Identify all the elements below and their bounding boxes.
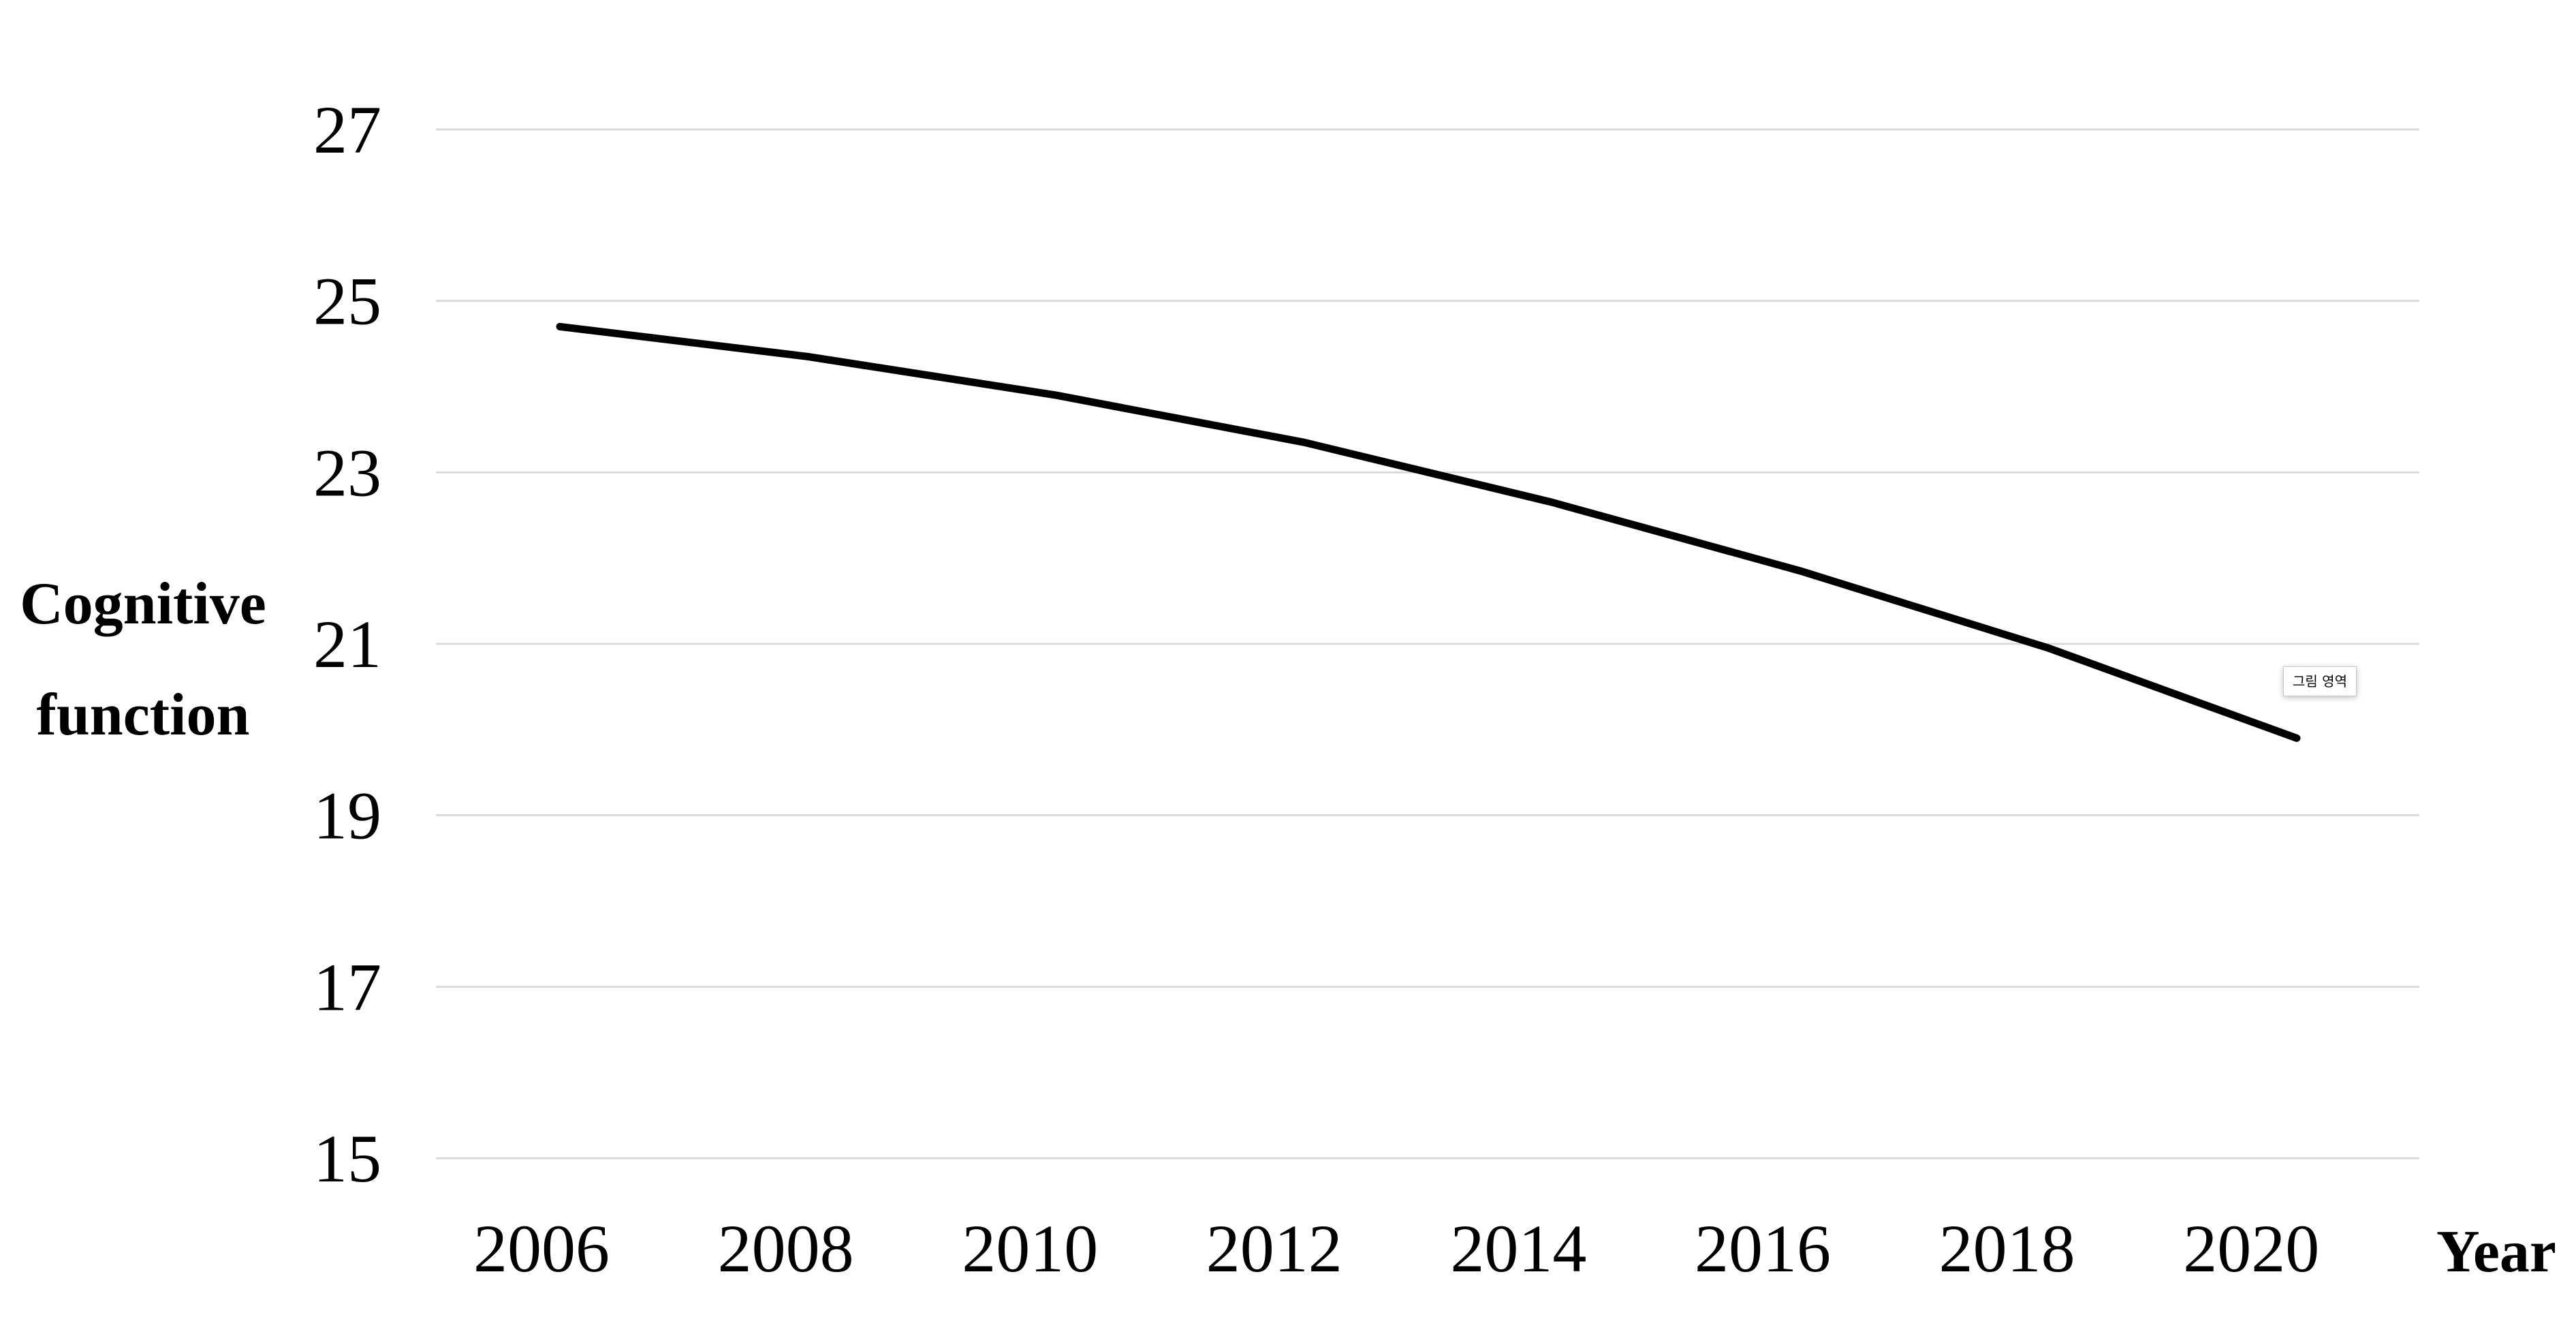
y-tick-label-25: 25 [313, 264, 381, 339]
y-axis-title-line-1: Cognitive [20, 571, 266, 637]
axis-titles: Cognitive function Year [20, 571, 2556, 1285]
y-tick-label-17: 17 [313, 949, 381, 1025]
x-tick-label-2012: 2012 [1206, 1211, 1342, 1286]
x-tick-label-2014: 2014 [1450, 1211, 1586, 1286]
y-axis-ticks: 27 25 23 21 19 17 15 [313, 92, 381, 1196]
plot-area-tooltip: 그림 영역 [2283, 666, 2357, 696]
y-tick-label-23: 23 [313, 435, 381, 510]
x-tick-label-2020: 2020 [2183, 1211, 2319, 1286]
x-tick-label-2010: 2010 [962, 1211, 1098, 1286]
y-tick-label-21: 21 [313, 606, 381, 682]
gridlines [436, 128, 2419, 1160]
x-tick-label-2016: 2016 [1695, 1211, 1831, 1286]
y-tick-label-15: 15 [313, 1121, 381, 1196]
x-tick-label-2008: 2008 [718, 1211, 854, 1286]
x-axis-title: Year [2436, 1219, 2556, 1285]
y-axis-title-line-2: function [37, 682, 250, 748]
x-tick-label-2006: 2006 [473, 1211, 610, 1286]
y-tick-label-19: 19 [313, 778, 381, 854]
series-line-0 [556, 322, 2301, 742]
series-layer [556, 322, 2301, 742]
x-axis-ticks: 2006 2008 2010 2012 2014 2016 2018 2020 [473, 1211, 2319, 1286]
x-tick-label-2018: 2018 [1939, 1211, 2075, 1286]
y-tick-label-27: 27 [313, 92, 381, 168]
